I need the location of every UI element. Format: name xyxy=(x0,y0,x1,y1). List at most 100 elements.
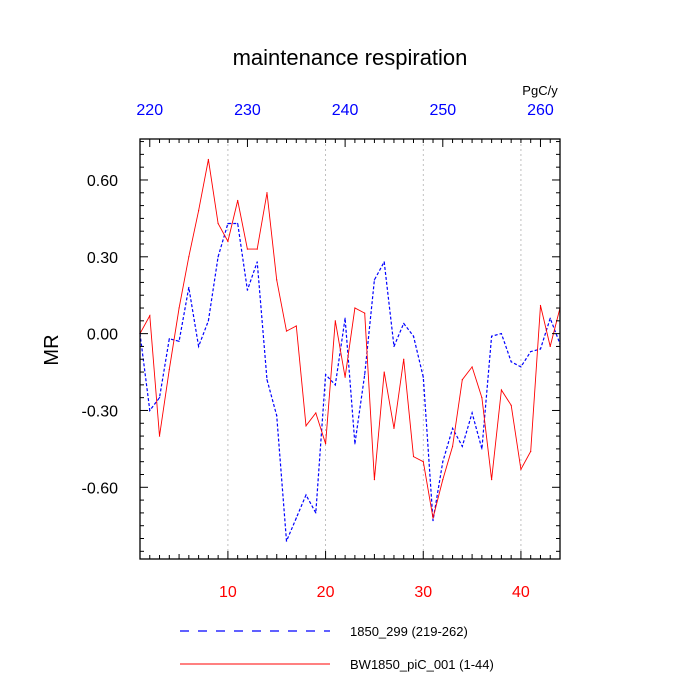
data-point-s2 xyxy=(539,304,542,307)
y-tick-label: 0.60 xyxy=(87,173,118,190)
data-point-s2 xyxy=(344,376,346,378)
data-point-s2 xyxy=(432,517,434,519)
data-point-s1 xyxy=(217,256,219,258)
data-point-s1 xyxy=(354,443,356,445)
data-point-s1 xyxy=(285,540,288,542)
data-point-s1 xyxy=(364,374,366,376)
data-point-s2 xyxy=(315,412,317,414)
data-point-s1 xyxy=(491,335,493,337)
data-point-s1 xyxy=(393,345,395,348)
data-point-s2 xyxy=(217,222,219,225)
bottom-tick-label: 10 xyxy=(219,584,237,601)
legend-label-1: 1850_299 (219-262) xyxy=(350,624,468,639)
y-tick-label: 0.30 xyxy=(87,250,118,267)
data-point-s2 xyxy=(207,158,209,161)
data-point-s2 xyxy=(324,443,327,445)
data-point-s1 xyxy=(539,348,542,350)
data-point-s1 xyxy=(295,517,297,519)
data-point-s1 xyxy=(451,427,454,429)
data-point-s1 xyxy=(315,512,317,514)
grid-lines xyxy=(227,139,522,559)
data-point-s2 xyxy=(491,479,493,481)
data-point-s2 xyxy=(237,199,239,202)
data-point-s1 xyxy=(188,286,190,289)
data-point-s1 xyxy=(530,350,532,353)
data-point-s2 xyxy=(198,210,200,212)
data-point-s1 xyxy=(373,279,376,281)
units-label: PgC/y xyxy=(522,83,558,98)
data-point-s1 xyxy=(510,361,512,363)
data-point-s2 xyxy=(383,371,385,373)
data-point-s1 xyxy=(324,374,327,376)
data-point-s1 xyxy=(256,261,258,263)
top-tick-label: 230 xyxy=(234,102,261,119)
data-point-s2 xyxy=(530,450,532,453)
data-point-s1 xyxy=(198,345,200,348)
data-point-s1 xyxy=(520,366,522,368)
y-axis-label: MR xyxy=(41,334,63,365)
data-point-s1 xyxy=(246,289,249,291)
top-tick-label: 240 xyxy=(332,102,359,119)
y-tick-label: -0.30 xyxy=(82,403,119,420)
data-point-s2 xyxy=(168,368,170,371)
data-point-s2 xyxy=(266,192,268,194)
data-point-s2 xyxy=(295,325,297,327)
legend: 1850_299 (219-262) BW1850_piC_001 (1-44) xyxy=(180,624,494,672)
series-line-2 xyxy=(139,159,561,519)
top-tick-label: 260 xyxy=(527,102,554,119)
data-point-s2 xyxy=(393,427,395,429)
data-point-s1 xyxy=(500,333,502,335)
top-tick-label: 250 xyxy=(429,102,456,119)
chart-title: maintenance respiration xyxy=(233,45,468,70)
data-point-s2 xyxy=(276,279,278,281)
data-point-s1 xyxy=(549,317,551,319)
data-point-s2 xyxy=(510,404,512,406)
data-point-s2 xyxy=(461,379,463,381)
data-point-s2 xyxy=(403,358,405,360)
bottom-tick-label: 40 xyxy=(512,584,530,601)
data-point-s1 xyxy=(168,338,170,340)
data-point-s2 xyxy=(305,425,307,427)
data-point-s1 xyxy=(412,335,415,337)
y-tick-label: 0.00 xyxy=(87,327,118,344)
top-tick-label: 220 xyxy=(136,102,163,119)
data-point-s2 xyxy=(149,315,151,317)
data-point-s2 xyxy=(451,445,454,447)
data-point-s1 xyxy=(266,379,268,381)
data-point-s1 xyxy=(178,340,180,342)
data-point-s2 xyxy=(158,435,161,437)
data-point-s1 xyxy=(383,261,385,263)
data-point-s2 xyxy=(188,256,190,258)
data-point-s2 xyxy=(500,389,502,391)
series-layer xyxy=(139,158,561,542)
data-point-s2 xyxy=(285,330,288,332)
data-point-s1 xyxy=(207,320,209,322)
data-point-s1 xyxy=(334,384,336,386)
data-point-s1 xyxy=(237,222,239,225)
data-point-s2 xyxy=(227,240,229,243)
data-point-s2 xyxy=(256,248,258,250)
data-point-s1 xyxy=(471,412,473,414)
data-point-s1 xyxy=(422,376,424,378)
data-point-s2 xyxy=(442,479,444,481)
data-point-s1 xyxy=(276,414,278,417)
data-point-s1 xyxy=(344,317,346,319)
data-point-s1 xyxy=(149,409,151,412)
data-point-s1 xyxy=(481,448,483,450)
y-tick-label: -0.60 xyxy=(82,480,119,497)
data-point-s2 xyxy=(471,366,473,368)
plot-frame xyxy=(139,138,561,560)
data-point-s1 xyxy=(442,461,444,463)
data-point-s2 xyxy=(334,320,336,322)
bottom-tick-label: 30 xyxy=(414,584,432,601)
axis-ticks: 10 20 30 40 220 230 240 250 260 0.60 0.30 0.00 -0.30… xyxy=(82,102,561,601)
data-point-s2 xyxy=(412,455,415,458)
data-point-s1 xyxy=(403,322,405,324)
data-point-s2 xyxy=(481,397,483,399)
data-point-s2 xyxy=(246,248,249,250)
data-point-s1 xyxy=(158,397,161,399)
data-point-s2 xyxy=(354,307,356,309)
data-point-s1 xyxy=(227,222,229,225)
legend-label-2: BW1850_piC_001 (1-44) xyxy=(350,657,494,672)
